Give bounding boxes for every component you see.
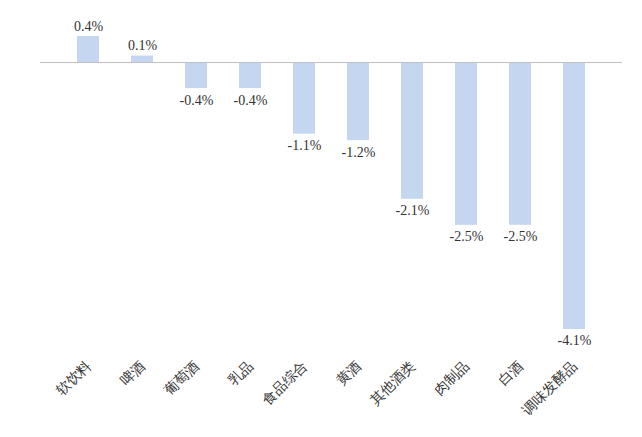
svg-text:食品综合: 食品综合 [260, 358, 310, 408]
svg-text:乳品: 乳品 [225, 358, 255, 388]
svg-text:-2.1%: -2.1% [396, 203, 430, 218]
svg-text:-2.5%: -2.5% [504, 229, 538, 244]
svg-text:其他酒类: 其他酒类 [368, 358, 418, 408]
svg-text:软饮料: 软饮料 [53, 358, 93, 398]
svg-text:-0.4%: -0.4% [234, 93, 268, 108]
svg-text:肉制品: 肉制品 [431, 358, 471, 398]
svg-text:-4.1%: -4.1% [558, 333, 592, 348]
svg-text:黄酒: 黄酒 [333, 358, 363, 388]
svg-text:啤酒: 啤酒 [117, 358, 147, 388]
svg-text:-2.5%: -2.5% [450, 229, 484, 244]
svg-text:-1.2%: -1.2% [342, 145, 376, 160]
svg-text:葡萄酒: 葡萄酒 [161, 358, 201, 398]
svg-text:调味发酵品: 调味发酵品 [520, 358, 580, 418]
svg-text:0.4%: 0.4% [74, 19, 104, 34]
svg-text:白酒: 白酒 [495, 358, 525, 388]
svg-text:-1.1%: -1.1% [288, 138, 322, 153]
svg-text:0.1%: 0.1% [128, 38, 158, 53]
svg-text:-0.4%: -0.4% [180, 93, 214, 108]
